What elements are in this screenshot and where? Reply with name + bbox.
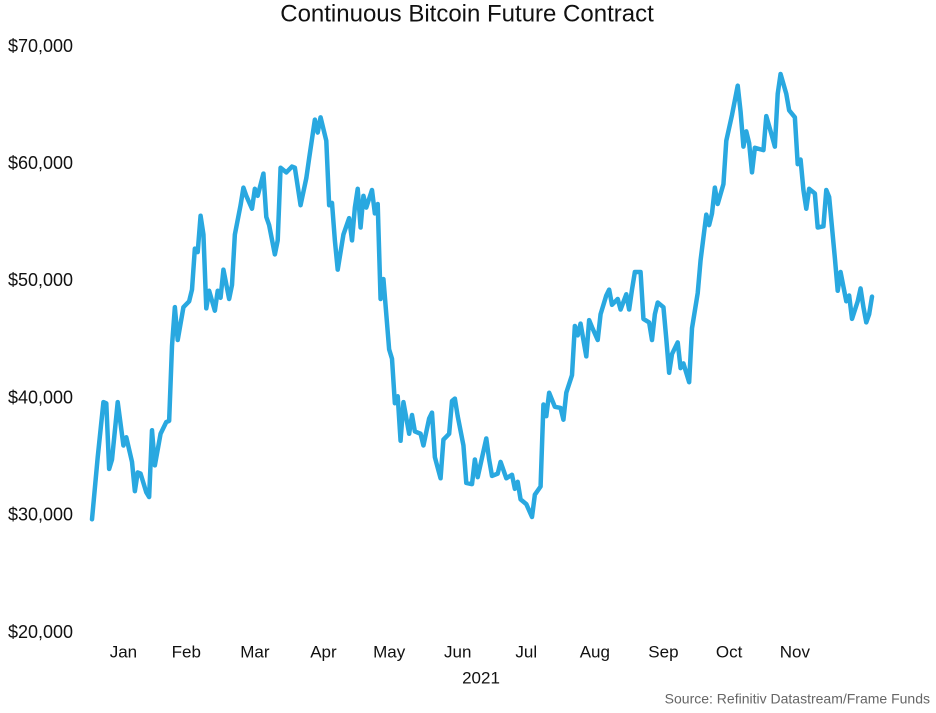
x-tick-label: Aug: [580, 642, 610, 661]
y-tick-label: $40,000: [8, 387, 73, 407]
chart-title: Continuous Bitcoin Future Contract: [280, 0, 654, 27]
x-tick-label: Sep: [648, 642, 678, 661]
price-line: [89, 71, 875, 522]
y-tick-label: $70,000: [8, 36, 73, 56]
x-tick-label: Mar: [240, 642, 270, 661]
x-tick-label: Jul: [515, 642, 537, 661]
y-tick-label: $30,000: [8, 505, 73, 525]
x-tick-label: Jun: [444, 642, 471, 661]
x-tick-label: Feb: [172, 642, 201, 661]
x-tick-label: May: [373, 642, 406, 661]
y-tick-label: $60,000: [8, 153, 73, 173]
source-note: Source: Refinitiv Datastream/Frame Funds: [665, 691, 930, 707]
x-tick-label: Nov: [780, 642, 811, 661]
x-tick-label: Oct: [716, 642, 743, 661]
y-tick-label: $50,000: [8, 270, 73, 290]
y-tick-label: $20,000: [8, 622, 73, 642]
x-tick-label: Jan: [110, 642, 137, 661]
x-tick-label: Apr: [310, 642, 337, 661]
x-axis-label: 2021: [462, 668, 500, 687]
